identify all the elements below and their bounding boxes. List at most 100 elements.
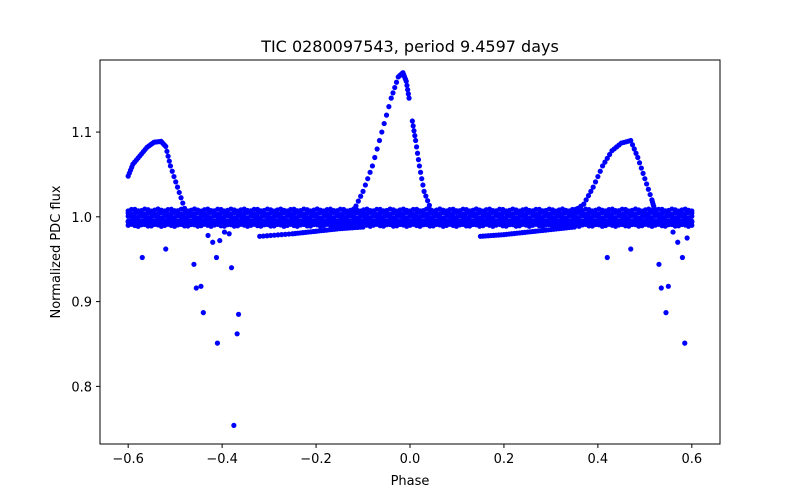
data-point xyxy=(390,90,396,96)
data-point xyxy=(362,182,368,188)
data-point xyxy=(392,84,398,91)
data-point xyxy=(571,224,577,230)
data-point xyxy=(415,157,422,163)
data-point xyxy=(423,193,429,199)
data-point xyxy=(651,205,657,211)
data-point xyxy=(588,188,594,194)
data-point xyxy=(417,169,424,175)
data-point xyxy=(198,283,204,289)
data-point xyxy=(355,198,361,204)
data-point xyxy=(640,170,646,176)
x-axis: −0.6 −0.4 −0.2 0.0 0.2 0.4 0.6 xyxy=(112,444,702,467)
data-point xyxy=(416,163,422,169)
data-point xyxy=(173,179,179,185)
data-point xyxy=(426,202,432,208)
data-point xyxy=(365,176,371,182)
data-point xyxy=(381,120,387,127)
data-point xyxy=(684,235,690,241)
data-point xyxy=(200,310,206,316)
data-point xyxy=(689,208,695,214)
data-point xyxy=(234,331,240,337)
data-point xyxy=(590,184,596,190)
data-point xyxy=(592,179,599,185)
data-point xyxy=(604,155,610,161)
x-tick-label: 0.4 xyxy=(588,452,609,467)
data-point xyxy=(393,79,400,85)
data-point xyxy=(413,137,419,144)
x-tick-label: −0.4 xyxy=(206,452,238,467)
data-point xyxy=(406,95,412,101)
data-point xyxy=(379,129,385,135)
data-point xyxy=(358,193,364,199)
x-tick-label: 0.0 xyxy=(400,452,421,467)
data-point xyxy=(353,203,359,209)
data-point xyxy=(644,181,650,187)
data-point xyxy=(638,165,644,171)
data-point xyxy=(235,311,242,317)
data-point xyxy=(631,146,637,152)
data-point xyxy=(178,195,184,201)
data-point xyxy=(231,422,237,428)
data-point xyxy=(351,208,357,214)
data-point xyxy=(181,205,188,211)
data-point xyxy=(167,163,174,169)
data-point xyxy=(210,239,216,245)
data-point xyxy=(166,158,172,164)
y-tick-label: 0.8 xyxy=(71,380,92,395)
data-point xyxy=(413,144,420,150)
data-point xyxy=(420,182,426,188)
x-tick-label: 0.2 xyxy=(494,452,515,467)
data-point xyxy=(675,239,681,245)
data-point xyxy=(607,151,613,158)
data-point xyxy=(360,224,366,230)
data-point xyxy=(383,112,390,118)
data-point xyxy=(191,261,197,267)
x-tick-label: −0.2 xyxy=(300,452,332,467)
data-point xyxy=(174,184,181,190)
data-point xyxy=(164,148,170,154)
data-point xyxy=(367,169,373,175)
y-axis-label: Normalized PDC flux xyxy=(49,185,64,318)
data-point xyxy=(411,128,417,134)
data-point xyxy=(658,285,664,291)
data-point xyxy=(409,118,415,124)
data-point xyxy=(602,159,608,165)
data-point xyxy=(428,207,434,213)
data-point xyxy=(633,150,639,156)
data-point xyxy=(656,261,662,267)
data-point xyxy=(217,237,223,244)
data-point xyxy=(163,143,169,150)
data-point xyxy=(376,137,383,144)
chart-title: TIC 0280097543, period 9.4597 days xyxy=(260,37,559,56)
data-point xyxy=(405,91,411,97)
data-point xyxy=(635,154,641,161)
data-point xyxy=(139,254,145,261)
data-point xyxy=(585,193,592,199)
data-point xyxy=(583,197,589,203)
data-point xyxy=(628,137,634,144)
data-point xyxy=(388,95,394,101)
data-point xyxy=(595,173,601,180)
data-point xyxy=(670,229,676,235)
y-axis: 0.8 0.9 1.0 1.1 xyxy=(71,126,100,395)
data-point xyxy=(403,78,409,84)
data-point xyxy=(360,188,366,194)
data-point xyxy=(645,186,651,192)
data-point xyxy=(228,265,235,271)
y-tick-label: 1.0 xyxy=(71,211,92,226)
data-point xyxy=(599,163,606,169)
data-point xyxy=(374,146,380,152)
data-point xyxy=(581,201,587,207)
data-point xyxy=(404,82,410,89)
data-point xyxy=(689,218,695,224)
y-tick-label: 1.1 xyxy=(71,126,92,141)
data-point xyxy=(412,133,418,139)
data-point xyxy=(180,200,186,206)
data-point xyxy=(604,254,610,261)
data-point xyxy=(372,154,378,161)
data-point xyxy=(663,310,669,316)
y-tick-label: 0.9 xyxy=(71,296,92,311)
x-tick-label: 0.6 xyxy=(681,452,702,467)
data-point xyxy=(165,153,171,159)
